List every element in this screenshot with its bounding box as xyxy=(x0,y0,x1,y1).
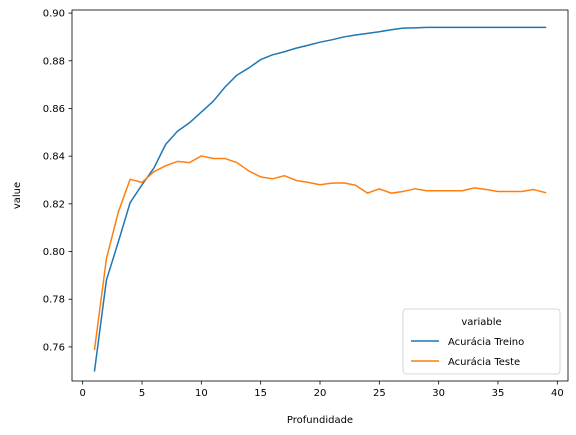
x-tick-label: 10 xyxy=(195,388,208,399)
x-tick-label: 15 xyxy=(254,388,267,399)
x-tick-label: 30 xyxy=(432,388,445,399)
y-tick-label: 0.80 xyxy=(43,247,65,258)
legend-label-treino: Acurácia Treino xyxy=(448,336,524,348)
y-tick-label: 0.78 xyxy=(43,295,65,306)
x-tick-label: 20 xyxy=(314,388,327,399)
legend-box xyxy=(402,308,561,375)
y-tick-label: 0.86 xyxy=(43,104,65,115)
x-tick-label: 0 xyxy=(79,388,85,399)
x-tick-label: 5 xyxy=(139,388,145,399)
series-layer xyxy=(93,26,547,372)
x-tick-label: 35 xyxy=(492,388,505,399)
legend-title: variable xyxy=(461,317,501,328)
y-tick-label: 0.82 xyxy=(43,199,65,210)
y-tick-label: 0.90 xyxy=(43,9,65,20)
x-tick-label: 25 xyxy=(373,388,386,399)
legend-label-teste: Acurácia Teste xyxy=(448,356,520,368)
y-tick-label: 0.84 xyxy=(43,152,65,163)
x-tick-label: 40 xyxy=(551,388,564,399)
y-axis-label: value xyxy=(12,182,23,209)
x-axis-label: Profundidade xyxy=(287,415,353,426)
legend: variable Acurácia Treino Acurácia Teste xyxy=(402,308,561,375)
y-tick-label: 0.88 xyxy=(43,56,65,67)
x-axis-ticks: 0 5 10 15 20 25 30 35 40 xyxy=(79,381,564,399)
y-tick-label: 0.76 xyxy=(43,342,65,353)
y-axis-ticks: 0.76 0.78 0.80 0.82 0.84 0.86 0.88 0.90 xyxy=(43,9,72,353)
series-line-teste xyxy=(93,155,547,351)
series-line-treino xyxy=(93,26,547,372)
